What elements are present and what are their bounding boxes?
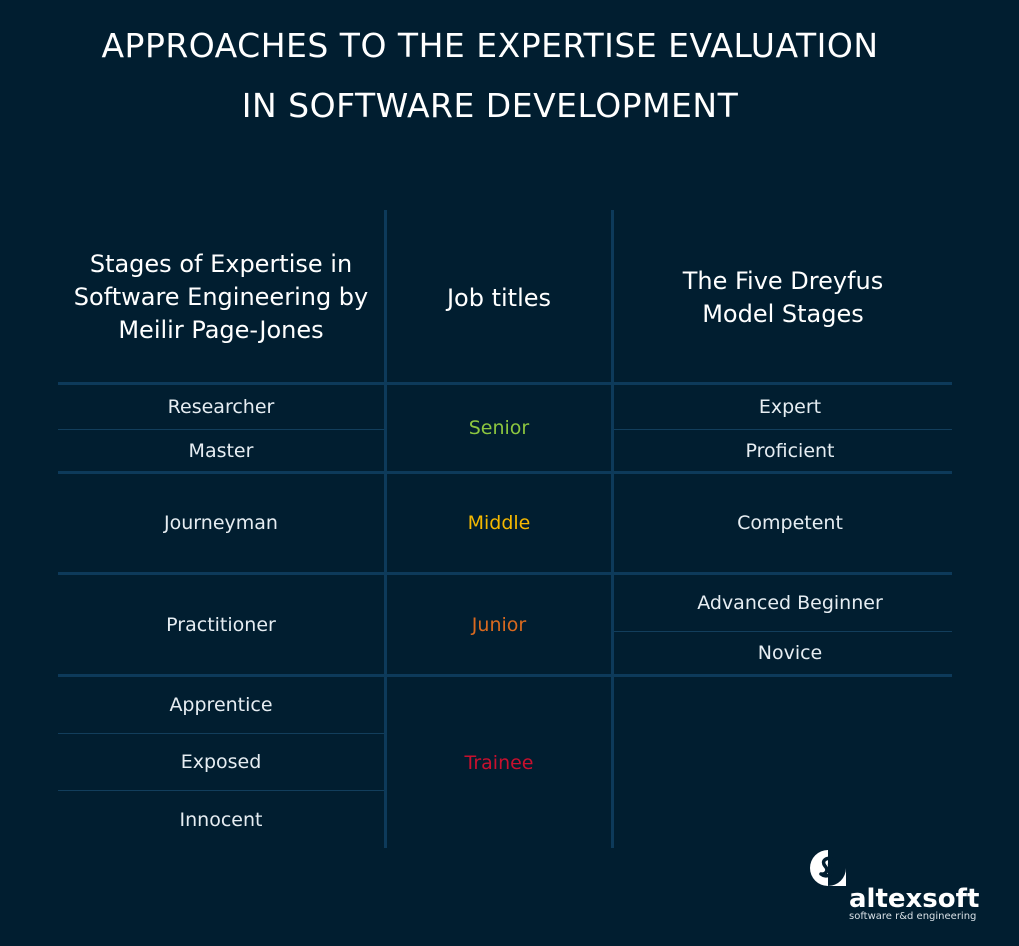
row-divider	[58, 382, 952, 385]
logo-tagline: software r&d engineering	[849, 911, 977, 922]
altexsoft-logo-icon	[810, 850, 846, 886]
row-divider	[58, 674, 952, 677]
sub-divider	[58, 733, 384, 734]
column-divider	[611, 210, 614, 848]
dreyfus-expert: Expert	[758, 396, 822, 418]
dreyfus-advanced-beginner: Advanced Beginner	[697, 592, 883, 614]
title-line-2: IN SOFTWARE DEVELOPMENT	[241, 86, 739, 125]
header-dreyfus: The Five Dreyfus Model Stages	[682, 267, 884, 328]
sub-divider	[58, 790, 384, 791]
column-divider	[384, 210, 387, 848]
title-line-1: APPROACHES TO THE EXPERTISE EVALUATION	[101, 26, 879, 65]
stage-innocent: Innocent	[179, 809, 263, 831]
sub-divider	[614, 631, 952, 632]
sub-divider	[614, 429, 952, 430]
dreyfus-competent: Competent	[737, 512, 843, 534]
sub-divider	[58, 429, 384, 430]
header-job-titles: Job titles	[446, 283, 552, 312]
logo-brand: altexsoft	[849, 884, 980, 914]
stage-apprentice: Apprentice	[169, 694, 273, 716]
stage-master: Master	[188, 439, 254, 462]
row-divider	[58, 572, 952, 575]
row-divider	[58, 471, 952, 474]
job-middle: Middle	[467, 512, 531, 534]
job-junior: Junior	[471, 613, 527, 636]
stage-researcher: Researcher	[167, 396, 275, 418]
stage-practitioner: Practitioner	[166, 613, 276, 636]
dreyfus-novice: Novice	[757, 642, 823, 664]
stage-exposed: Exposed	[180, 751, 262, 773]
dreyfus-proficient: Proficient	[745, 439, 835, 462]
job-senior: Senior	[468, 417, 530, 439]
header-page-jones: Stages of Expertise in Software Engineer…	[73, 250, 369, 344]
job-trainee: Trainee	[464, 752, 534, 774]
stage-journeyman: Journeyman	[164, 512, 278, 534]
